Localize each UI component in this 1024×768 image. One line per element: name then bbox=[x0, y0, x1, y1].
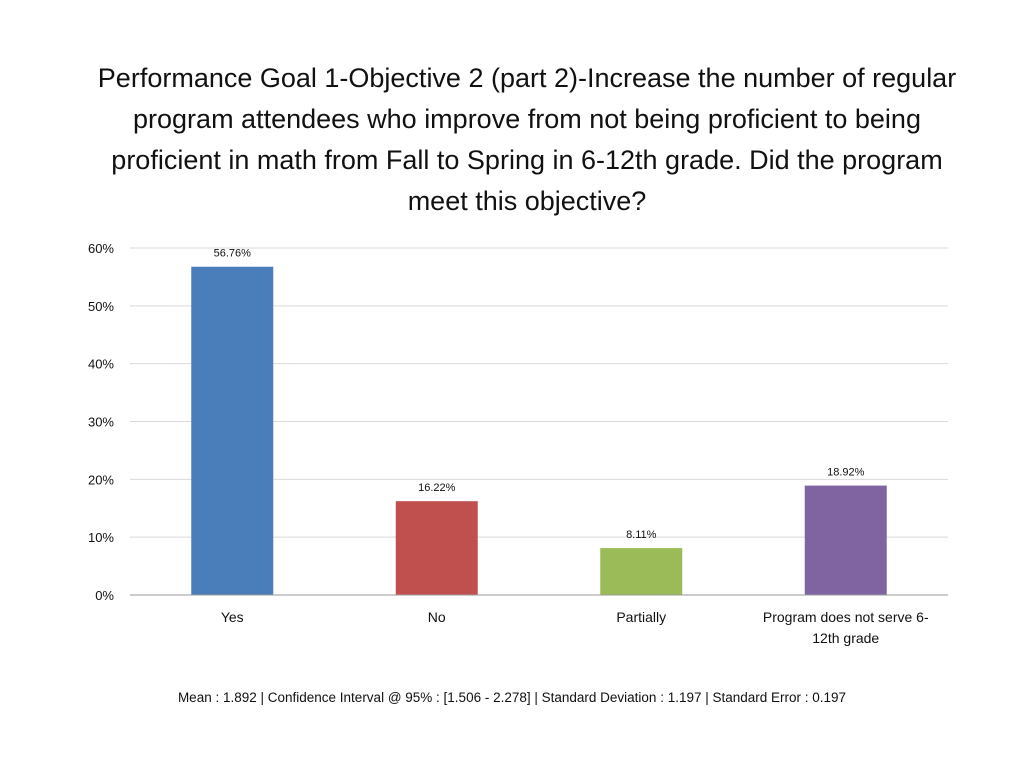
data-labels: 56.76% 16.22% 8.11% 18.92% bbox=[214, 248, 865, 541]
x-axis-tick-labels: Yes No Partially Program does not serve 6-1… bbox=[221, 609, 929, 646]
x-tick-label: No bbox=[428, 609, 446, 625]
y-tick-label: 10% bbox=[88, 530, 114, 545]
y-tick-label: 60% bbox=[88, 241, 114, 256]
data-label: 16.22% bbox=[418, 482, 456, 494]
data-label: 8.11% bbox=[626, 529, 657, 541]
y-axis-tick-labels: 0% 10% 20% 30% 40% 50% 60% bbox=[88, 241, 114, 603]
bar-program-does-not-serve-6-12th-grade bbox=[804, 485, 887, 595]
y-tick-label: 30% bbox=[88, 415, 114, 430]
data-label: 56.76% bbox=[214, 248, 252, 260]
x-tick-label: Partially bbox=[616, 609, 666, 625]
statistics-footer: Mean : 1.892 | Confidence Interval @ 95%… bbox=[177, 690, 847, 705]
bar-no bbox=[395, 501, 478, 595]
bars bbox=[191, 266, 887, 595]
y-tick-label: 40% bbox=[88, 357, 114, 372]
y-tick-label: 50% bbox=[88, 299, 114, 314]
bar-yes bbox=[191, 266, 274, 595]
chart-title: Performance Goal 1-Objective 2 (part 2)-… bbox=[97, 63, 957, 216]
data-label: 18.92% bbox=[827, 467, 865, 479]
y-tick-label: 0% bbox=[95, 588, 114, 603]
x-tick-label: Program does not serve 6-12th grade bbox=[763, 609, 929, 646]
x-tick-label: Yes bbox=[221, 609, 244, 625]
bar-partially bbox=[600, 548, 683, 595]
y-tick-label: 20% bbox=[88, 472, 114, 487]
